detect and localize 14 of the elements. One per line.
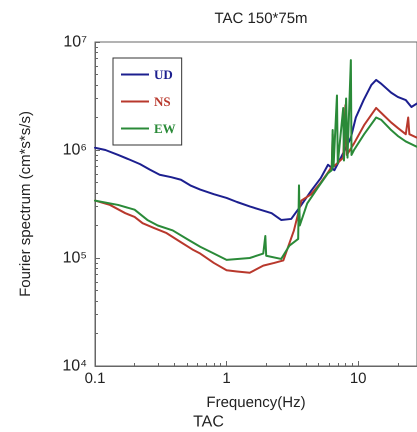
y-tick-label: 10⁷ (63, 34, 88, 50)
x-tick-label: 10 (350, 370, 367, 387)
legend-label: UD (154, 67, 173, 82)
x-tick-label: 0.1 (84, 370, 106, 387)
chart-title: TAC 150*75m (214, 10, 308, 27)
legend-label: EW (154, 121, 176, 136)
y-axis-title: Fourier spectrum (cm*s*s/s) (17, 111, 34, 297)
y-tick-label: 10⁵ (62, 250, 87, 266)
x-axis-title: Frequency(Hz) (206, 394, 306, 411)
y-tick-label: 10⁶ (62, 142, 87, 158)
x-tick-label: 1 (222, 370, 231, 387)
text: TAC (193, 414, 224, 430)
legend-label: NS (154, 94, 171, 109)
y-tick-label: 10⁴ (62, 358, 88, 374)
